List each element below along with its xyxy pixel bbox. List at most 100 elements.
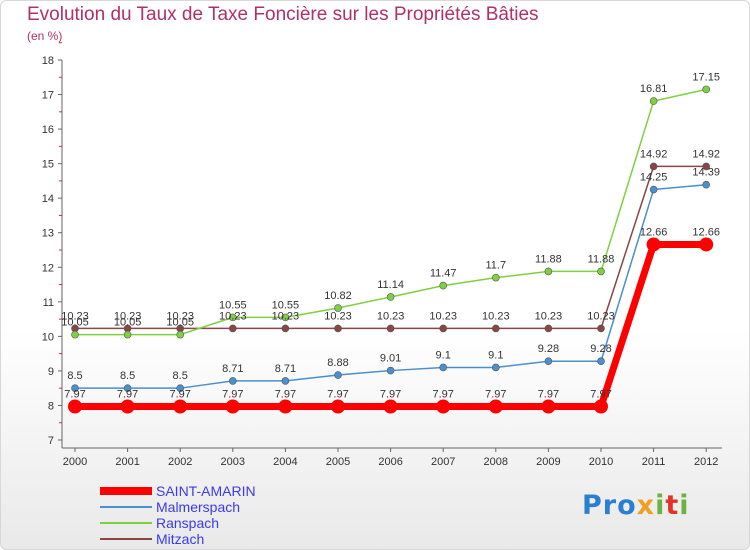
legend-label: SAINT-AMARIN bbox=[156, 483, 256, 499]
data-label: 10.23 bbox=[429, 310, 457, 322]
chart-title: Evolution du Taux de Taxe Foncière sur l… bbox=[27, 4, 539, 25]
y-tick-label: 12 bbox=[42, 262, 54, 274]
x-tick-label: 2005 bbox=[326, 456, 350, 468]
data-point bbox=[383, 399, 398, 414]
data-label: 10.23 bbox=[587, 310, 615, 322]
data-point bbox=[541, 399, 556, 414]
data-point bbox=[649, 97, 658, 105]
data-point bbox=[331, 399, 345, 414]
data-point bbox=[386, 293, 395, 301]
data-label: 7.97 bbox=[538, 388, 559, 400]
y-tick-label: 14 bbox=[42, 193, 54, 205]
x-tick-label: 2010 bbox=[589, 456, 613, 468]
data-point bbox=[386, 366, 395, 375]
data-label: 12.66 bbox=[640, 226, 668, 238]
data-point bbox=[488, 399, 503, 414]
data-point bbox=[229, 377, 237, 385]
data-label: 11.14 bbox=[377, 279, 404, 291]
data-label: 10.05 bbox=[114, 317, 142, 329]
data-point bbox=[281, 324, 290, 333]
x-tick-label: 2009 bbox=[536, 456, 560, 468]
data-point bbox=[229, 313, 237, 322]
data-label: 11.88 bbox=[588, 253, 615, 265]
data-label: 7.97 bbox=[169, 388, 190, 400]
data-point bbox=[71, 384, 79, 392]
y-tick-label: 8 bbox=[48, 400, 54, 412]
data-point bbox=[594, 399, 608, 414]
x-tick-label: 2007 bbox=[431, 456, 455, 468]
data-label: 17.15 bbox=[692, 71, 720, 83]
data-point bbox=[281, 313, 290, 322]
data-label: 7.97 bbox=[64, 388, 85, 400]
data-label: 7.97 bbox=[327, 388, 348, 400]
data-label: 14.92 bbox=[640, 148, 668, 160]
data-point bbox=[597, 267, 605, 276]
data-point bbox=[71, 330, 79, 339]
data-point bbox=[436, 399, 451, 414]
data-point bbox=[334, 324, 342, 333]
x-tick-label: 2011 bbox=[642, 456, 666, 468]
data-point bbox=[544, 267, 553, 276]
data-point bbox=[176, 384, 184, 392]
data-point bbox=[491, 324, 500, 333]
data-label: 16.81 bbox=[640, 83, 668, 95]
y-tick-label: 7 bbox=[48, 435, 54, 447]
data-label: 10.55 bbox=[272, 299, 300, 311]
data-point bbox=[491, 273, 500, 282]
x-tick-label: 2006 bbox=[378, 456, 402, 468]
data-point bbox=[439, 363, 448, 372]
y-tick-label: 10 bbox=[42, 331, 54, 343]
data-point bbox=[386, 324, 395, 333]
data-point bbox=[278, 399, 293, 414]
data-label: 8.5 bbox=[173, 370, 188, 382]
data-label: 10.23 bbox=[535, 310, 563, 322]
data-label: 7.97 bbox=[380, 388, 401, 400]
data-label: 10.23 bbox=[219, 310, 247, 322]
data-label: 10.23 bbox=[272, 310, 300, 322]
x-tick-label: 2000 bbox=[63, 456, 87, 468]
x-tick-label: 2001 bbox=[115, 456, 139, 468]
data-point bbox=[702, 162, 711, 171]
y-tick-label: 13 bbox=[42, 228, 54, 240]
data-label: 10.05 bbox=[61, 317, 89, 329]
data-label: 9.28 bbox=[590, 343, 611, 355]
data-label: 10.23 bbox=[324, 310, 352, 322]
data-label: 9.28 bbox=[538, 343, 559, 355]
x-tick-label: 2012 bbox=[694, 456, 718, 468]
data-label: 8.71 bbox=[275, 363, 296, 375]
data-point bbox=[491, 363, 500, 372]
chart-subtitle: (en %) bbox=[27, 29, 63, 43]
data-label: 7.97 bbox=[222, 388, 243, 400]
x-tick-label: 2003 bbox=[221, 456, 245, 468]
proxiti-logo: Proxiti bbox=[582, 490, 690, 521]
data-point bbox=[649, 185, 658, 194]
data-label: 8.71 bbox=[222, 363, 243, 375]
y-tick-label: 18 bbox=[42, 55, 54, 67]
data-label: 10.23 bbox=[61, 310, 89, 322]
data-point bbox=[597, 357, 605, 366]
data-label: 10.82 bbox=[324, 290, 352, 302]
x-tick-label: 2004 bbox=[273, 456, 297, 468]
data-point bbox=[544, 357, 553, 366]
data-point bbox=[68, 399, 82, 414]
data-label: 14.92 bbox=[692, 148, 720, 160]
data-point bbox=[334, 371, 342, 379]
legend-label: Ranspach bbox=[156, 515, 219, 531]
data-label: 12.66 bbox=[692, 226, 720, 238]
data-label: 10.23 bbox=[166, 310, 194, 322]
data-point bbox=[702, 180, 711, 189]
y-tick-label: 11 bbox=[43, 297, 54, 309]
x-tick-label: 2008 bbox=[484, 456, 508, 468]
data-point bbox=[173, 399, 188, 414]
data-point bbox=[699, 237, 714, 252]
x-tick-label: 2002 bbox=[168, 456, 192, 468]
data-point bbox=[120, 399, 135, 414]
data-label: 14.25 bbox=[640, 172, 668, 184]
y-tick-label: 16 bbox=[42, 124, 54, 136]
data-point bbox=[597, 324, 605, 333]
data-label: 11.7 bbox=[486, 260, 507, 272]
data-label: 10.23 bbox=[377, 310, 405, 322]
series-line-mitzach bbox=[75, 165, 707, 330]
